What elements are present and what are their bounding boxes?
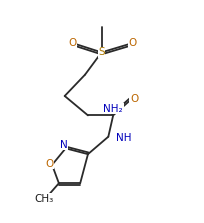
Text: O: O bbox=[68, 38, 76, 48]
Text: O: O bbox=[128, 38, 136, 48]
Text: O: O bbox=[129, 94, 137, 104]
Text: O: O bbox=[45, 159, 53, 169]
Text: NH: NH bbox=[116, 133, 131, 143]
Text: NH₂: NH₂ bbox=[103, 104, 122, 114]
Text: S: S bbox=[98, 47, 104, 57]
Text: CH₃: CH₃ bbox=[34, 194, 54, 204]
Text: N: N bbox=[60, 140, 67, 150]
